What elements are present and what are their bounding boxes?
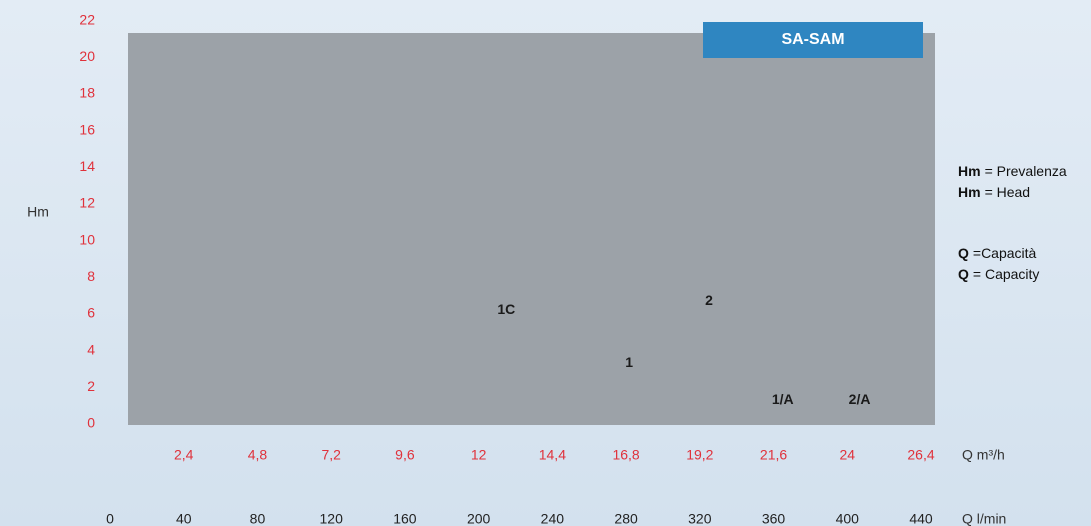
x2-tick-label: 160 bbox=[393, 511, 417, 526]
legend-text: = Prevalenza bbox=[985, 163, 1067, 179]
x-tick-label: 16,8 bbox=[612, 447, 639, 463]
legend-text: = Capacity bbox=[973, 266, 1040, 282]
x2-tick-label: 0 bbox=[106, 511, 114, 526]
plot-area bbox=[128, 33, 935, 425]
x-tick-label: 14,4 bbox=[539, 447, 566, 463]
x2-tick-label: 80 bbox=[250, 511, 266, 526]
legend-text: = Head bbox=[985, 184, 1031, 200]
x-tick-label: 12 bbox=[471, 447, 487, 463]
x2-tick-label: 360 bbox=[762, 511, 786, 526]
x-tick-label: 4,8 bbox=[248, 447, 268, 463]
x-tick-label: 2,4 bbox=[174, 447, 194, 463]
x2-axis-label: Q l/min bbox=[962, 511, 1006, 526]
y-tick-label: 6 bbox=[87, 305, 95, 321]
curve-label: 2/A bbox=[849, 391, 871, 407]
x2-tick-label: 320 bbox=[688, 511, 712, 526]
y-tick-label: 2 bbox=[87, 378, 95, 394]
x2-tick-label: 120 bbox=[320, 511, 344, 526]
curve-label: 1/A bbox=[772, 391, 794, 407]
y-tick-label: 20 bbox=[79, 48, 95, 64]
legend-symbol: Hm bbox=[958, 163, 981, 179]
x-tick-label: 21,6 bbox=[760, 447, 787, 463]
y-tick-label: 14 bbox=[79, 158, 95, 174]
legend-symbol: Q bbox=[958, 245, 969, 261]
legend-symbol: Q bbox=[958, 266, 969, 282]
legend-entry: Q = Capacity bbox=[958, 266, 1039, 282]
y-tick-label: 10 bbox=[79, 231, 95, 247]
badge bbox=[703, 22, 923, 58]
y-tick-label: 16 bbox=[79, 121, 95, 137]
y-tick-label: 0 bbox=[87, 415, 95, 431]
curve-label: 2 bbox=[705, 292, 713, 308]
x2-tick-label: 400 bbox=[836, 511, 860, 526]
y-axis-label: Hm bbox=[27, 204, 49, 220]
y-tick-label: 12 bbox=[79, 195, 95, 211]
x-tick-label: 7,2 bbox=[321, 447, 341, 463]
y-tick-label: 18 bbox=[79, 85, 95, 101]
y-tick-label: 8 bbox=[87, 268, 95, 284]
x2-tick-label: 240 bbox=[541, 511, 565, 526]
legend-entry: Hm = Prevalenza bbox=[958, 163, 1067, 179]
chart-title: SA-SAM bbox=[781, 31, 844, 48]
x-tick-label: 19,2 bbox=[686, 447, 713, 463]
x-axis-label: Q m³/h bbox=[962, 447, 1005, 463]
legend-text: =Capacità bbox=[973, 245, 1037, 261]
x2-tick-label: 280 bbox=[614, 511, 638, 526]
y-tick-label: 4 bbox=[87, 341, 95, 357]
x2-tick-label: 200 bbox=[467, 511, 491, 526]
x2-tick-label: 440 bbox=[909, 511, 933, 526]
y-tick-label: 22 bbox=[79, 11, 95, 27]
x-tick-label: 26,4 bbox=[907, 447, 934, 463]
curve-label: 1 bbox=[625, 354, 633, 370]
x-tick-label: 24 bbox=[839, 447, 855, 463]
legend-entry: Hm = Head bbox=[958, 184, 1030, 200]
x2-tick-label: 40 bbox=[176, 511, 192, 526]
legend-symbol: Hm bbox=[958, 184, 981, 200]
x-tick-label: 9,6 bbox=[395, 447, 415, 463]
legend-entry: Q =Capacità bbox=[958, 245, 1037, 261]
curve-label: 1C bbox=[497, 301, 515, 317]
